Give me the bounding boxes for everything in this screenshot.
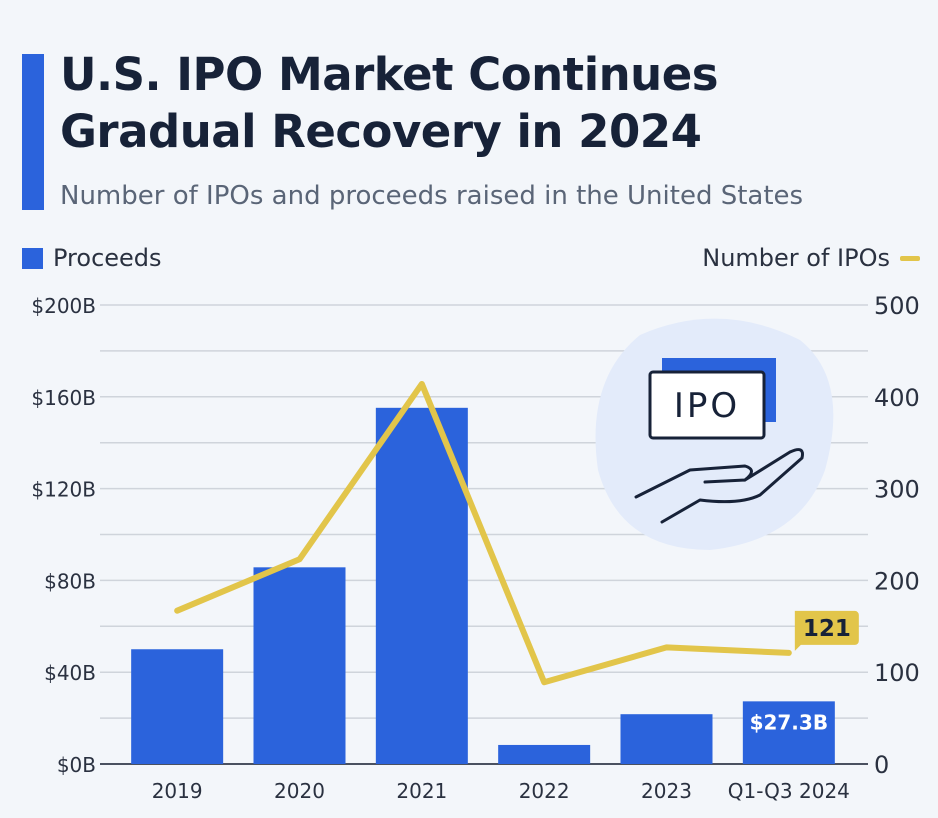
- line-data-label-bg: [794, 610, 859, 651]
- page-title: U.S. IPO Market Continues Gradual Recover…: [60, 46, 719, 160]
- legend-proceeds: Proceeds: [22, 244, 162, 272]
- right-axis-tick: 500: [874, 292, 920, 320]
- hand-icon: [634, 448, 804, 524]
- legend-line-swatch: [900, 255, 920, 261]
- title-line-1: U.S. IPO Market Continues: [60, 48, 719, 101]
- right-axis-tick: 300: [874, 476, 920, 504]
- bar-data-label: $27.3B: [750, 710, 829, 734]
- left-axis-tick: $120B: [31, 478, 96, 502]
- ipo-count-line: [174, 380, 792, 686]
- bar-2020: [253, 567, 346, 764]
- x-axis-tick: Q1-Q3 2024: [728, 779, 850, 803]
- subtitle: Number of IPOs and proceeds raised in th…: [60, 181, 804, 211]
- ipo-card: [648, 370, 766, 440]
- line-data-label: 121: [803, 616, 851, 642]
- legend-ipos: Number of IPOs: [702, 244, 920, 272]
- ipo-card-label: IPO: [674, 386, 740, 426]
- left-axis-tick: $200B: [31, 294, 96, 318]
- ipo-illustration: IPO: [595, 318, 834, 550]
- legend-ipos-label: Number of IPOs: [702, 244, 890, 272]
- right-axis-tick: 0: [874, 751, 889, 779]
- legend-bar-swatch: [22, 247, 43, 269]
- x-axis-tick: 2023: [641, 779, 692, 803]
- x-axis-tick: 2019: [152, 779, 203, 803]
- legend-proceeds-label: Proceeds: [53, 244, 162, 272]
- title-line-2: Gradual Recovery in 2024: [60, 105, 702, 158]
- title-accent-bar: [22, 54, 44, 210]
- x-axis-tick: 2021: [396, 779, 447, 803]
- bar-2021: [375, 407, 468, 764]
- left-axis-tick: $80B: [44, 569, 96, 593]
- bar-Q1-Q3-2024: [742, 701, 835, 764]
- right-axis-tick: 400: [874, 384, 920, 412]
- bar-2019: [131, 649, 224, 764]
- left-axis-tick: $40B: [44, 661, 96, 685]
- left-axis-tick: $160B: [31, 386, 96, 410]
- right-axis-tick: 100: [874, 659, 920, 687]
- x-axis-tick: 2020: [274, 779, 325, 803]
- x-axis-tick: 2022: [519, 779, 570, 803]
- left-axis-tick: $0B: [57, 753, 96, 777]
- bar-2023: [620, 714, 713, 764]
- bar-2022: [498, 744, 591, 764]
- right-axis-tick: 200: [874, 567, 920, 595]
